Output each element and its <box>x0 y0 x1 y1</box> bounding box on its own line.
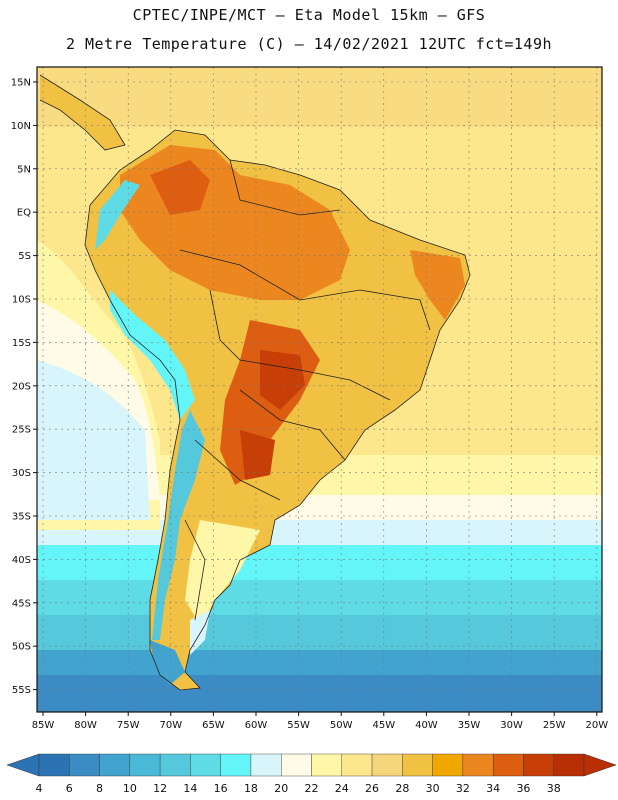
lat-tick-label: 15S <box>12 338 31 349</box>
legend-label: 4 <box>36 782 43 795</box>
lon-tick-label: 50W <box>330 720 353 731</box>
temperature-field <box>37 67 602 712</box>
lon-tick-label: 80W <box>74 720 97 731</box>
legend-label: 18 <box>244 782 258 795</box>
lat-tick-label: 5S <box>18 251 31 262</box>
andes-south <box>152 410 205 640</box>
lon-tick-label: 25W <box>543 720 566 731</box>
lat-tick-label: 10N <box>11 121 31 132</box>
map-border <box>36 66 603 713</box>
andes-north <box>95 180 140 250</box>
legend-swatch <box>371 753 403 777</box>
lon-tick-label: 75W <box>117 720 140 731</box>
legend-swatch <box>462 753 494 777</box>
lat-tick-label: 20S <box>12 381 31 392</box>
ocean-band-6 <box>37 675 602 712</box>
lon-tick-label: 60W <box>245 720 268 731</box>
legend-label: 32 <box>456 782 470 795</box>
ocean-band-14 <box>37 580 602 620</box>
legend-swatch <box>38 753 70 777</box>
legend-swatch <box>553 753 585 777</box>
lat-tick-label: 40S <box>12 555 31 566</box>
legend-label: 36 <box>516 782 530 795</box>
legend-swatch <box>311 753 342 777</box>
legend-swatch <box>129 753 161 777</box>
legend-arrow-high <box>583 753 617 777</box>
legend-label: 38 <box>547 782 561 795</box>
legend-swatch <box>159 753 191 777</box>
legend-label: 28 <box>395 782 409 795</box>
lon-tick-label: 35W <box>458 720 481 731</box>
lon-tick-label: 55W <box>287 720 310 731</box>
lon-tick-label: 65W <box>202 720 225 731</box>
lon-tick-label: 30W <box>500 720 523 731</box>
legend-swatch <box>402 753 433 777</box>
chart-title-source: CPTEC/INPE/MCT – Eta Model 15km – GFS <box>132 6 486 24</box>
legend-swatch <box>432 753 464 777</box>
legend-swatch <box>190 753 221 777</box>
legend-label: 20 <box>274 782 288 795</box>
lat-tick-label: 15N <box>11 78 31 89</box>
legend-swatch <box>220 753 252 777</box>
lat-tick-label: 25S <box>12 425 31 436</box>
legend-label: 26 <box>365 782 379 795</box>
legend-label: 10 <box>123 782 137 795</box>
graticule <box>37 67 602 712</box>
legend-label: 6 <box>66 782 73 795</box>
ocean-band-12 <box>37 615 602 655</box>
legend-swatch <box>492 753 524 777</box>
lat-tick-label: EQ <box>17 208 31 219</box>
lat-tick-label: 30S <box>12 468 31 479</box>
legend-swatch <box>250 753 282 777</box>
lat-tick-label: 55S <box>12 685 31 696</box>
lat-tick-label: 5N <box>17 164 31 175</box>
legend-label: 22 <box>305 782 319 795</box>
legend-arrow-low <box>6 753 40 777</box>
legend-label: 12 <box>153 782 167 795</box>
lon-tick-label: 45W <box>372 720 395 731</box>
lon-tick-label: 70W <box>159 720 182 731</box>
legend-swatch <box>341 753 373 777</box>
legend-label: 34 <box>486 782 500 795</box>
andes-central <box>110 290 195 420</box>
latitude-axis: 15N 10N 5N EQ 5S 10S 15S 20S 25S 30S 35S 40S 45S 50S 5… <box>11 78 37 696</box>
lat-tick-label: 10S <box>12 295 31 306</box>
lon-tick-label: 40W <box>415 720 438 731</box>
lon-tick-label: 85W <box>32 720 55 731</box>
coastlines <box>39 74 471 691</box>
northeast-hot-zone <box>410 250 465 320</box>
ocean-band-16 <box>37 545 602 585</box>
legend-label: 30 <box>426 782 440 795</box>
lat-tick-label: 45S <box>12 598 31 609</box>
legend-label: 24 <box>335 782 349 795</box>
chart-title-variable: 2 Metre Temperature (C) – 14/02/2021 12U… <box>65 35 553 53</box>
lat-tick-label: 35S <box>12 512 31 523</box>
lat-tick-label: 50S <box>12 642 31 653</box>
legend-label: 16 <box>214 782 228 795</box>
legend-swatch <box>523 753 554 777</box>
legend-label: 8 <box>96 782 103 795</box>
lon-tick-label: 20W <box>585 720 608 731</box>
color-legend: 4 6 8 10 12 14 16 18 20 22 24 26 28 30 32 34 36 38 <box>6 753 617 795</box>
legend-label: 14 <box>183 782 197 795</box>
central-america-land <box>40 75 125 150</box>
legend-swatch <box>281 753 312 777</box>
legend-swatch <box>69 753 100 777</box>
patagonia-tip <box>150 640 185 685</box>
legend-swatch <box>99 753 131 777</box>
longitude-axis: 85W 80W 75W 70W 65W 60W 55W 50W 45W 40W 35W 30W 25W 2… <box>32 712 608 731</box>
patagonia-mild <box>185 520 260 625</box>
